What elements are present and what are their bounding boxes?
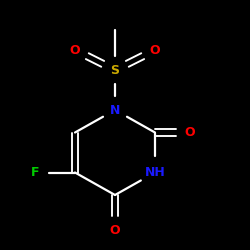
Text: S: S bbox=[110, 64, 120, 76]
Text: NH: NH bbox=[144, 166, 166, 179]
Text: O: O bbox=[185, 126, 195, 139]
Text: N: N bbox=[110, 104, 120, 117]
Text: F: F bbox=[31, 166, 39, 179]
Text: O: O bbox=[110, 224, 120, 236]
Text: O: O bbox=[70, 44, 80, 57]
Text: O: O bbox=[150, 44, 160, 57]
